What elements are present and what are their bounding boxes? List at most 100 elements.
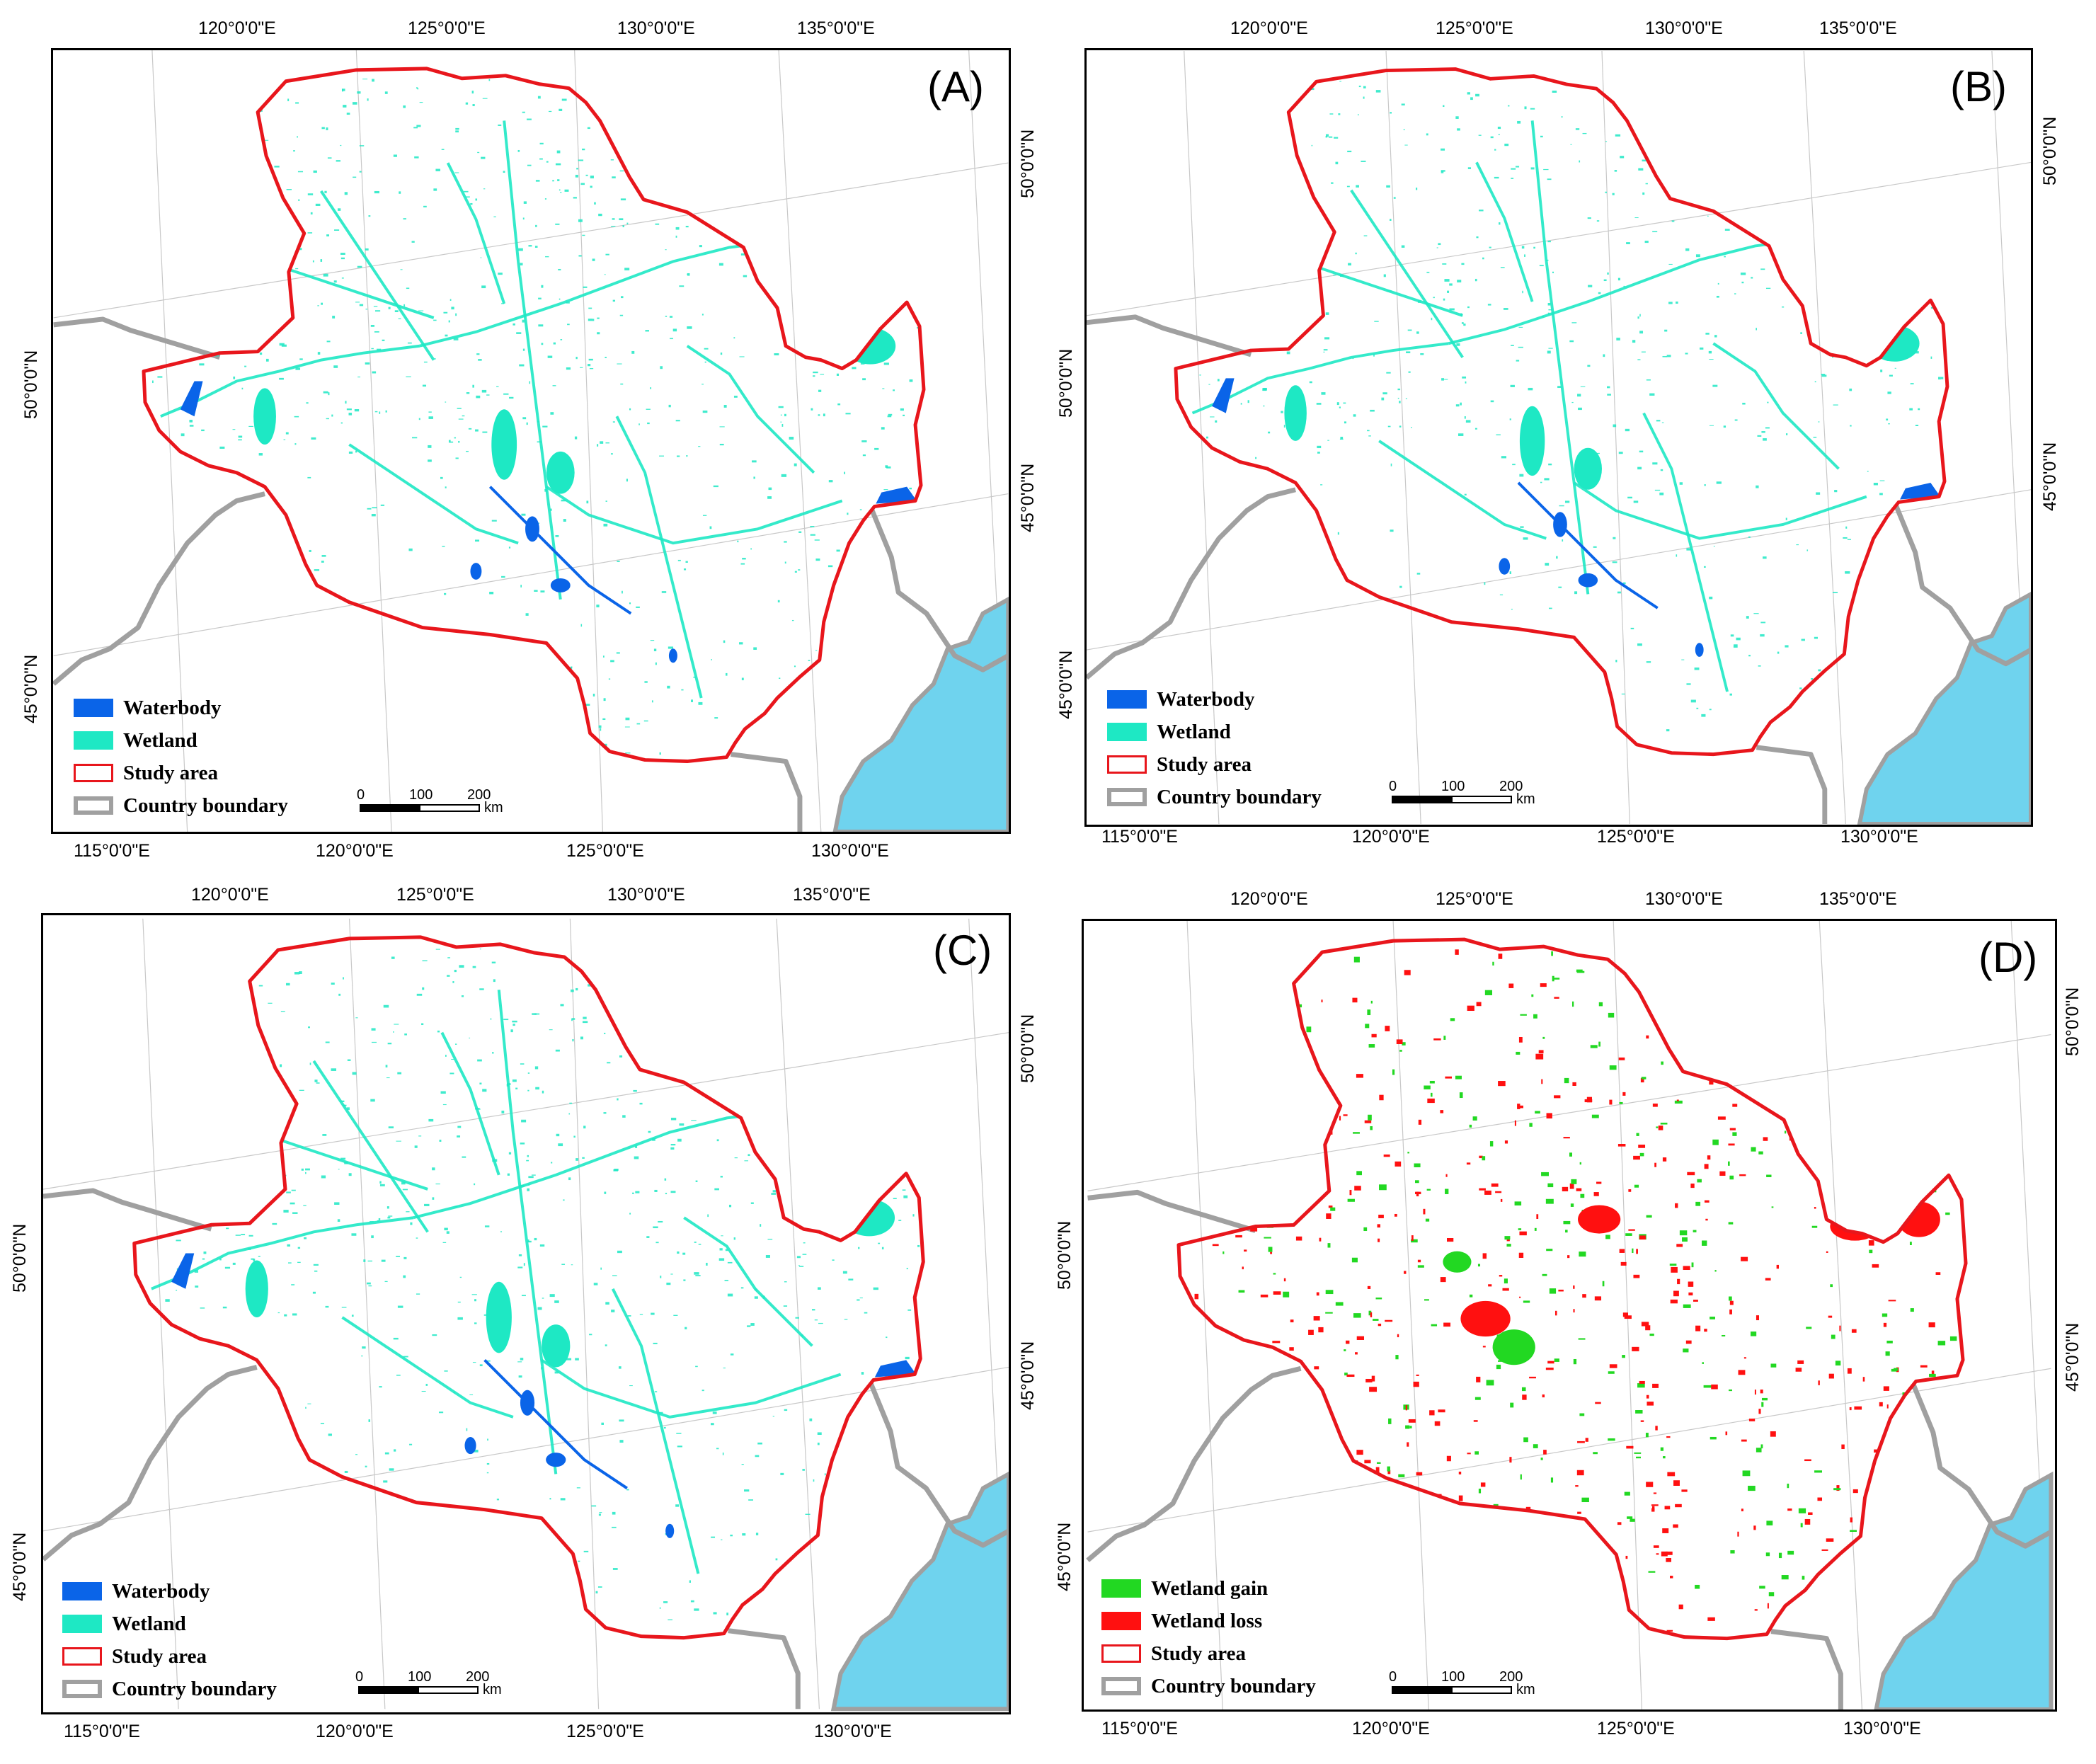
wetland-patch [286, 983, 290, 986]
wetland-patch [1198, 212, 1203, 214]
change-patch [1922, 1477, 1926, 1480]
change-patch [1862, 1377, 1865, 1382]
wetland-patch [708, 1014, 714, 1016]
wetland-patch [808, 1013, 814, 1016]
wetland-patch [1578, 407, 1582, 411]
change-patch [1190, 1453, 1196, 1455]
wetland-patch [605, 1302, 609, 1305]
change-patch [1802, 986, 1804, 992]
wetland-patch [1357, 114, 1359, 115]
wetland-patch [921, 540, 924, 543]
wetland-patch [1903, 113, 1905, 117]
wetland-patch [1913, 149, 1918, 151]
wetland-patch [781, 1177, 784, 1180]
wetland-patch [432, 1167, 435, 1171]
change-patch [1630, 1518, 1635, 1522]
wetland-patch [780, 421, 782, 423]
wetland-patch [721, 1235, 723, 1237]
change-patch [1581, 1497, 1589, 1503]
wetland-patch [1814, 280, 1820, 282]
change-patch [1541, 1172, 1549, 1176]
wetland-patch [682, 1252, 686, 1255]
wetland-patch [1799, 687, 1802, 689]
wetland-patch [213, 1198, 214, 1201]
legend-item: Country boundary [1101, 1672, 1316, 1700]
wetland-patch [1353, 624, 1355, 626]
wetland-patch [477, 1059, 482, 1062]
wetland-patch [455, 457, 459, 459]
change-patch [1407, 1152, 1409, 1154]
wetland-patch [1368, 435, 1371, 437]
wetland-patch [517, 1266, 523, 1268]
wetland-patch [836, 549, 840, 552]
wetland-patch [635, 1145, 638, 1148]
wetland-patch [383, 1480, 388, 1483]
wetland-patch [530, 1541, 536, 1543]
change-patch [1478, 1489, 1482, 1494]
legend-item: Study area [74, 759, 218, 787]
change-patch [1564, 1077, 1569, 1084]
wetland-patch [716, 109, 718, 112]
wetland-patch [687, 326, 692, 329]
change-patch [1728, 1296, 1732, 1301]
waterbody-patch [1695, 643, 1704, 657]
lake-khanka [876, 486, 917, 504]
legend-item: Wetland [62, 1610, 186, 1638]
wetland-patch [760, 1224, 762, 1227]
wetland-patch [409, 663, 412, 666]
change-patch [1424, 1299, 1429, 1301]
wetland-patch [690, 184, 692, 187]
wetland-patch [174, 1382, 178, 1385]
wetland-patch [685, 561, 688, 563]
change-patch [1351, 1257, 1358, 1263]
wetland-patch [653, 1226, 658, 1229]
wetland-patch [447, 975, 450, 977]
change-patch [1222, 1361, 1226, 1363]
change-patch [1251, 1380, 1254, 1385]
wetland-patch [1892, 613, 1898, 616]
wetland-patch [1623, 285, 1625, 287]
wetland-patch [655, 662, 657, 665]
country-boundary-swatch [1107, 788, 1147, 806]
change-patch [1702, 1362, 1704, 1364]
sea-area [832, 597, 1009, 832]
wetland-patch [1798, 745, 1803, 748]
wetland-patch [299, 1089, 304, 1091]
wetland-patch [683, 983, 687, 985]
wetland-patch [1533, 246, 1535, 249]
change-patch [1729, 1128, 1736, 1130]
wetland-patch [267, 255, 271, 256]
change-patch [1648, 1571, 1656, 1573]
change-patch [1377, 1224, 1380, 1228]
change-patch [1662, 1528, 1669, 1533]
wetland-patch [527, 1240, 532, 1243]
wetland-patch [304, 1463, 307, 1466]
change-patch [1283, 1506, 1288, 1513]
wetland-patch [274, 166, 280, 168]
wetland-patch [1764, 156, 1770, 158]
change-patch [1534, 1227, 1537, 1231]
wetland-patch [195, 517, 199, 521]
wetland-patch [368, 215, 371, 217]
change-patch [1674, 1100, 1683, 1104]
wetland-patch [718, 1258, 725, 1261]
wetland-patch [1283, 187, 1285, 190]
change-patch [1932, 955, 1937, 959]
wetland-patch [748, 1499, 754, 1501]
change-patch [1910, 1308, 1914, 1312]
change-patch [1743, 959, 1747, 961]
wetland-patch [814, 539, 820, 541]
change-patch [1235, 1436, 1242, 1438]
change-patch [1893, 953, 1899, 957]
wetland-patch [1753, 613, 1759, 614]
wetland-loss-swatch [1101, 1612, 1141, 1630]
wetland-patch [686, 173, 692, 175]
wetland-patch [168, 350, 173, 353]
wetland-patch [861, 1179, 866, 1183]
wetland-patch [370, 1099, 375, 1102]
change-patch [1748, 1419, 1756, 1421]
wetland-patch [328, 1433, 332, 1436]
wetland-patch [796, 127, 801, 130]
lon-label-top: 130°0'0"E [607, 885, 685, 905]
change-patch [1929, 1373, 1936, 1378]
